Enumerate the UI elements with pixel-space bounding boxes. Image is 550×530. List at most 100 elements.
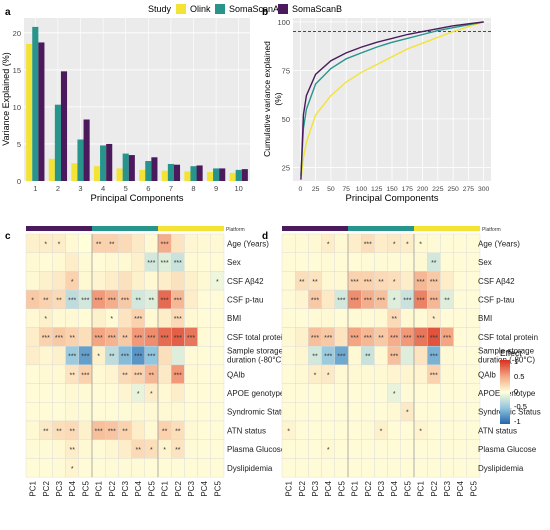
panel-letter-b: b — [262, 7, 268, 18]
bar-somascana-pc6 — [145, 160, 152, 181]
panel-d-column-label: PC4 — [456, 481, 465, 497]
bar-olink-pc8 — [184, 171, 191, 181]
panel-d-cell — [308, 383, 322, 403]
panel-c-significance-mark: *** — [174, 316, 182, 323]
panel-d-cell — [387, 402, 402, 422]
panel-d-significance-mark: ** — [378, 335, 384, 342]
panel-letter-d: d — [262, 231, 268, 242]
panel-c-cell — [197, 346, 212, 366]
panel-d-cell — [321, 308, 336, 328]
panel-b-xtick-label: 300 — [478, 186, 490, 193]
panel-d-cell — [400, 458, 415, 478]
effect-tick-neg0.5: -0.5 — [514, 402, 527, 411]
panel-d-cell — [281, 439, 296, 459]
panel-d-significance-mark: ** — [444, 297, 450, 304]
panel-d-column-label: PC3 — [311, 481, 320, 497]
panel-a-bars — [26, 26, 248, 182]
panel-c-cell — [78, 420, 93, 440]
panel-d-column-label: PC2 — [298, 481, 307, 497]
panel-c-cell — [144, 308, 159, 328]
panel-c-significance-mark: ** — [122, 372, 128, 379]
panel-c-cell — [170, 402, 185, 422]
panel-c-row-label: Sex — [227, 258, 241, 267]
panel-c-significance-mark: *** — [95, 428, 103, 435]
panel-d-platform-bar-olink — [414, 226, 480, 231]
panel-c-row-label: APOE genotype — [227, 389, 285, 398]
panel-c-cell — [184, 439, 198, 459]
panel-d-cell — [281, 327, 296, 347]
panel-c-significance-mark: * — [163, 447, 166, 454]
panel-c-cell — [197, 252, 212, 272]
panel-d-significance-mark: * — [406, 241, 409, 248]
panel-d-cell — [440, 420, 454, 440]
panel-c-cell — [131, 458, 146, 478]
panel-d-significance-mark: * — [393, 241, 396, 248]
panel-d-column-label: PC1 — [417, 481, 426, 497]
panel-b-ytick-label: 75 — [282, 66, 290, 75]
panel-c-cell — [118, 252, 132, 272]
panel-d-cell — [427, 233, 441, 253]
panel-c-significance-mark: ** — [122, 428, 128, 435]
panel-d-cell — [453, 289, 468, 310]
panel-d-cell — [321, 402, 336, 422]
panel-c-column-label: PC3 — [55, 481, 64, 497]
effect-legend: Effect 1 0.5 0 -0.5 -1 — [500, 348, 527, 426]
panel-d-cell — [427, 420, 441, 440]
panel-d-significance-mark: * — [419, 428, 422, 435]
panel-a-y-ticks: 0 5 10 15 20 — [13, 29, 21, 186]
panel-b-gridlines — [293, 18, 491, 181]
panel-c-significance-mark: * — [31, 297, 34, 304]
bar-somascana-pc9 — [213, 168, 220, 181]
bar-somascanb-pc3 — [83, 119, 90, 181]
panel-c-significance-mark: *** — [174, 335, 182, 342]
panel-c-significance-mark: *** — [42, 335, 50, 342]
panel-d-cell — [361, 402, 375, 422]
panel-d-cell — [361, 458, 375, 478]
panel-c-significance-mark: *** — [174, 260, 182, 267]
panel-c-cell — [39, 458, 53, 478]
panel-c-cell — [78, 252, 93, 272]
panel-c-cell — [78, 383, 93, 403]
panel-c-cell — [144, 458, 159, 478]
panel-c-cell — [52, 346, 66, 366]
panel-d-cell — [427, 383, 441, 403]
panel-c-cell — [184, 308, 198, 328]
panel-c-cell — [210, 327, 225, 347]
panel-c-significance-mark: *** — [121, 354, 129, 361]
panel-d-significance-mark: *** — [351, 279, 359, 286]
panel-c-column-label: PC3 — [187, 481, 196, 497]
panel-d-cell — [281, 308, 296, 328]
panel-c-row-label: CSF p-tau — [227, 295, 263, 304]
panel-d-cell — [321, 271, 336, 291]
panel-a-xtick-label: 5 — [124, 184, 128, 193]
panel-c-significance-mark: ** — [149, 297, 155, 304]
panel-c-cell — [170, 233, 185, 253]
panel-a-bar-chart: 0 5 10 15 20 1 2 3 4 5 6 7 8 9 10 Principal Component… — [1, 18, 250, 204]
panel-c-significance-mark: ** — [162, 428, 168, 435]
panel-d-significance-mark: * — [287, 428, 290, 435]
panel-b-x-axis-label: Principal Components — [346, 193, 439, 204]
panel-c-significance-mark: *** — [134, 335, 142, 342]
panel-c-significance-mark: ** — [175, 447, 181, 454]
panel-c-cell — [25, 383, 40, 403]
panel-d-cell — [361, 308, 375, 328]
panel-c-cell — [184, 233, 198, 253]
panel-c-cell — [197, 289, 212, 310]
panel-d-significance-mark: * — [327, 241, 330, 248]
panel-c-cell — [104, 364, 119, 384]
panel-d-cell — [453, 346, 468, 366]
panel-c-row-label: ATN status — [227, 426, 266, 435]
panel-c-cell — [104, 252, 119, 272]
panel-c-row-label: BMI — [227, 314, 241, 323]
panel-d-cell — [334, 420, 349, 440]
panel-c-column-label: PC1 — [161, 481, 170, 497]
panel-c-cell — [65, 252, 79, 272]
panel-c-platform-bar-olink — [158, 226, 224, 231]
line-somascanb — [300, 21, 484, 180]
panel-c-cell — [25, 458, 40, 478]
panel-d-cell — [334, 327, 349, 347]
panel-c-cell — [184, 420, 198, 440]
line-olink — [300, 21, 484, 181]
panel-d-cell — [334, 271, 349, 291]
